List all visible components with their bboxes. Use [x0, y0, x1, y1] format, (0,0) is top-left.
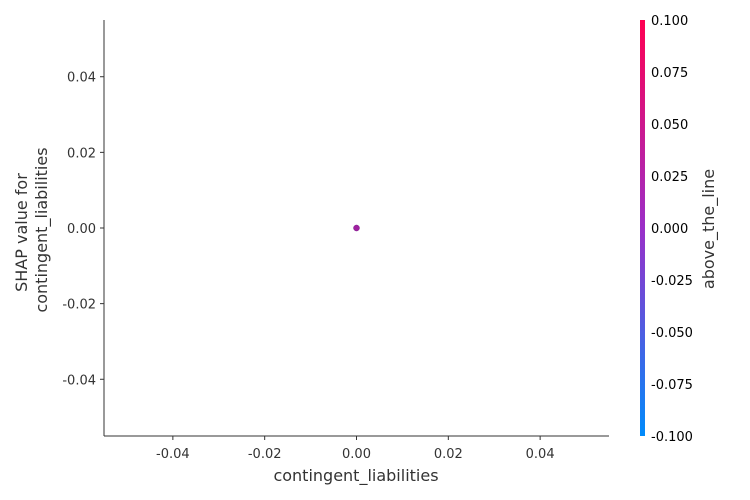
colorbar: 0.100 0.075 0.050 0.025 0.000 -0.025 -0.050 -0.… — [640, 14, 693, 445]
x-tick-label: 0.02 — [434, 447, 463, 462]
colorbar-tick-label: 0.075 — [651, 66, 688, 81]
y-tick-label: -0.02 — [62, 298, 96, 313]
y-axis-title: SHAP value for contingent_liabilities — [12, 147, 52, 312]
x-tick-label: 0.04 — [526, 447, 555, 462]
colorbar-tick-label: -0.050 — [651, 326, 693, 341]
colorbar-tick-label: -0.100 — [651, 430, 693, 445]
y-tick-label: 0.02 — [67, 146, 96, 161]
colorbar-tick-label: -0.075 — [651, 378, 693, 393]
y-tick-label: 0.04 — [67, 71, 96, 86]
x-tick-label: -0.04 — [156, 447, 190, 462]
y-axis-title-line-1: SHAP value for — [12, 173, 31, 292]
colorbar-tick-label: -0.025 — [651, 274, 693, 289]
data-point — [353, 224, 360, 232]
data-points — [353, 224, 360, 232]
y-axis-title-line-2: contingent_liabilities — [32, 147, 52, 312]
x-axis-ticks: -0.04 -0.02 0.00 0.02 0.04 — [156, 436, 555, 462]
x-axis-title: contingent_liabilities — [273, 466, 438, 486]
y-tick-label: -0.04 — [62, 373, 96, 388]
colorbar-gradient — [640, 20, 645, 436]
y-axis-ticks: -0.04 -0.02 0.00 0.02 0.04 — [62, 71, 104, 388]
x-tick-label: 0.00 — [342, 447, 371, 462]
colorbar-tick-label: 0.025 — [651, 170, 688, 185]
colorbar-tick-label: 0.000 — [651, 222, 688, 237]
y-tick-label: 0.00 — [67, 222, 96, 237]
colorbar-tick-label: 0.050 — [651, 118, 688, 133]
x-tick-label: -0.02 — [248, 447, 282, 462]
colorbar-title: above_the_line — [699, 169, 719, 289]
colorbar-tick-label: 0.100 — [651, 14, 688, 29]
